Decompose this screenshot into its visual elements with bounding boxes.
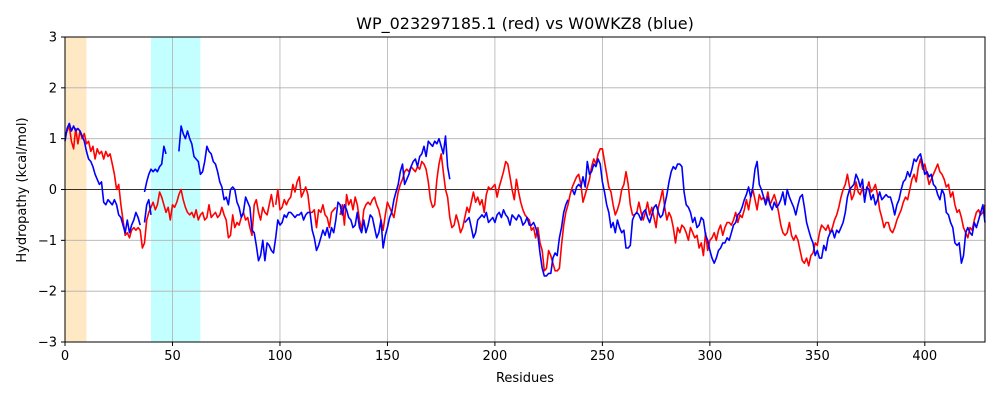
y-tick-label: 1: [49, 132, 57, 147]
series-2-line-segment: [178, 125, 451, 262]
x-axis-label: Residues: [496, 371, 554, 386]
y-tick-label: 0: [49, 183, 57, 198]
series-2-line-segment: [64, 122, 141, 234]
y-axis-label: Hydropathy (kcal/mol): [15, 117, 30, 262]
y-axis-ticks: −3 −2 −1 0 1 2 3: [38, 31, 65, 351]
x-tick-label: 200: [482, 349, 507, 364]
chart-title: WP_023297185.1 (red) vs W0WKZ8 (blue): [356, 14, 694, 34]
x-axis-ticks: 0 50 100 150 200 250 300 350 400: [61, 342, 937, 364]
y-tick-label: 2: [49, 81, 57, 96]
series-2-line-segment: [571, 153, 986, 265]
series-lines: [64, 122, 986, 277]
y-tick-label: −1: [38, 234, 57, 249]
x-tick-label: 300: [697, 349, 722, 364]
series-2-line-segment: [143, 145, 167, 193]
x-tick-label: 400: [912, 349, 937, 364]
y-tick-label: −3: [38, 336, 57, 351]
x-tick-label: 150: [375, 349, 400, 364]
y-tick-label: 3: [49, 31, 57, 46]
x-tick-label: 250: [590, 349, 615, 364]
x-tick-label: 50: [164, 349, 181, 364]
y-tick-label: −2: [38, 285, 57, 300]
x-tick-label: 350: [805, 349, 830, 364]
series-1-line-segment: [64, 125, 275, 249]
series-1-line-segment: [274, 176, 337, 229]
x-tick-label: 0: [61, 349, 69, 364]
series-1-line-segment: [339, 148, 986, 272]
series-2-line-segment: [464, 199, 569, 277]
series-2-line-segment: [143, 198, 152, 223]
x-tick-label: 100: [268, 349, 293, 364]
